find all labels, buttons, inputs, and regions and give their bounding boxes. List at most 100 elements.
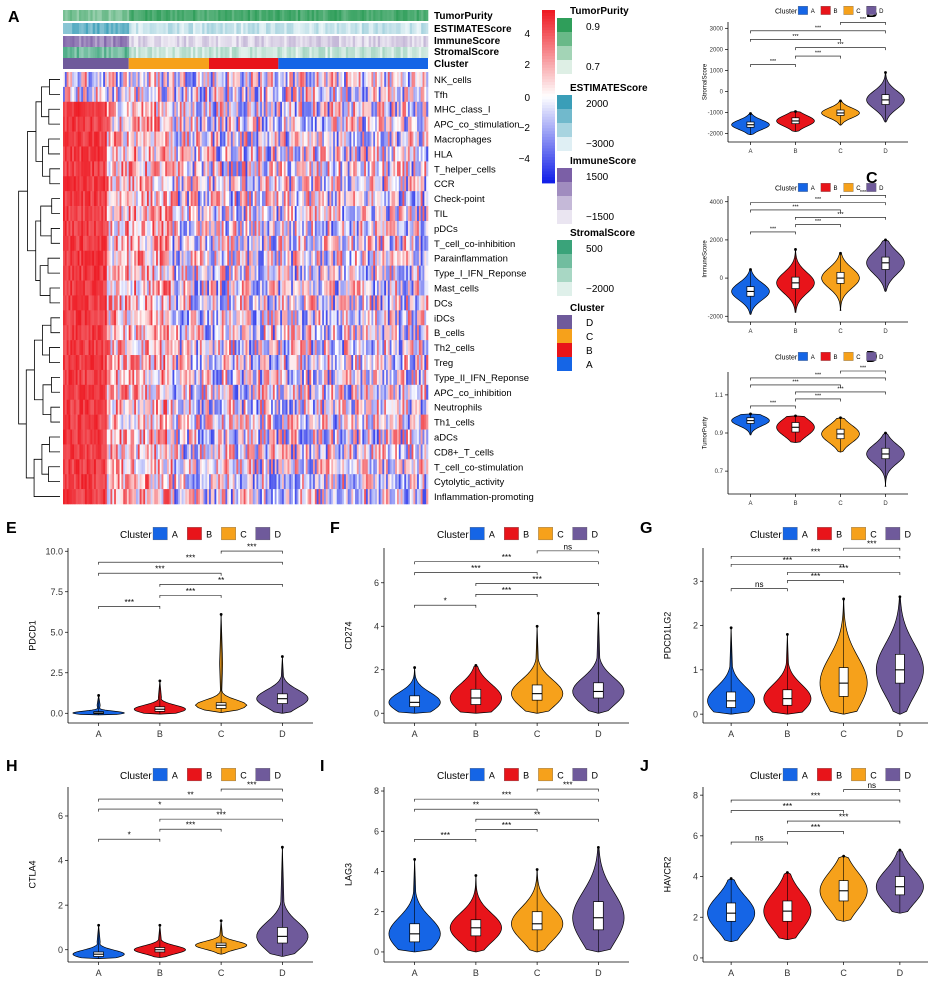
heatmap-cell [201, 355, 204, 371]
heatmap-cell [157, 206, 161, 222]
annotation-cell [327, 23, 331, 34]
heatmap-cell [409, 116, 412, 132]
heatmap-cell [364, 176, 367, 192]
heatmap-cell [123, 116, 126, 132]
heatmap-cell [181, 72, 184, 88]
heatmap-cell [404, 355, 407, 371]
heatmap-cell [314, 146, 317, 162]
heatmap-cell [371, 206, 374, 222]
heatmap-cell [249, 325, 252, 341]
panel-label-j: J [640, 758, 649, 775]
heatmap-cell [274, 206, 277, 222]
heatmap-cell [103, 206, 106, 222]
heatmap-cell [112, 131, 115, 147]
heatmap-cell [128, 340, 131, 356]
heatmap-cell [249, 280, 252, 296]
heatmap-cell [247, 235, 250, 252]
heatmap-cell [298, 206, 301, 222]
heatmap-cell [230, 384, 234, 401]
heatmap-cell [95, 295, 98, 311]
heatmap-cell [203, 384, 206, 401]
annotation-cell [133, 23, 137, 34]
heatmap-cell [219, 191, 223, 207]
heatmap-cell [210, 235, 213, 252]
heatmap-cell [75, 325, 78, 341]
annotation-cell [154, 47, 157, 58]
heatmap-cell [320, 355, 323, 371]
heatmap-cell [139, 86, 142, 103]
heatmap-cell [196, 340, 199, 356]
heatmap-cell [250, 295, 254, 311]
heatmap-cell [323, 250, 327, 266]
annotation-cell [174, 23, 178, 34]
heatmap-cell [63, 355, 66, 371]
annotation-cell [190, 23, 194, 34]
heatmap-cell [165, 235, 168, 252]
heatmap-cell [261, 86, 265, 103]
heatmap-cell [387, 280, 390, 296]
heatmap-cell [150, 176, 153, 192]
heatmap-cell [294, 176, 297, 192]
heatmap-cell [119, 146, 122, 162]
annotation-cell [252, 23, 255, 34]
heatmap-cell [389, 265, 392, 281]
heatmap-cell [79, 235, 82, 252]
heatmap-cell [156, 146, 159, 162]
panel-label-g: G [640, 520, 652, 537]
heatmap-cell [238, 72, 241, 88]
heatmap-cell [114, 265, 117, 281]
heatmap-cell [198, 116, 201, 132]
heatmap-cell [125, 191, 128, 207]
heatmap-cell [406, 161, 409, 177]
heatmap-cell [163, 131, 166, 147]
heatmap-cell [267, 355, 270, 371]
heatmap-cell [263, 131, 266, 147]
heatmap-cell [260, 101, 263, 117]
cluster-block-d [63, 58, 129, 69]
heatmap-cell [400, 206, 403, 222]
heatmap-cell [347, 310, 350, 326]
heatmap-cell [340, 220, 343, 237]
heatmap-cell [369, 280, 372, 296]
heatmap-cell [198, 206, 201, 222]
heatmap-cell [269, 101, 272, 117]
heatmap-cell [241, 206, 244, 222]
heatmap-cell [240, 176, 243, 192]
annotation-cell [282, 36, 285, 47]
heatmap-cell [398, 116, 401, 132]
heatmap-cell [402, 265, 405, 281]
heatmap-cell [353, 191, 356, 207]
heatmap-cell [404, 72, 407, 88]
heatmap-cell [95, 369, 98, 386]
heatmap-cell [322, 176, 325, 192]
heatmap-cell [376, 220, 380, 237]
heatmap-cell [75, 101, 78, 117]
annotation-cell [174, 36, 178, 47]
heatmap-cell [334, 146, 338, 162]
annotation-cell [368, 23, 372, 34]
heatmap-cell [287, 295, 290, 311]
heatmap-cell [280, 220, 283, 237]
heatmap-cell [103, 325, 106, 341]
heatmap-cell [152, 265, 155, 281]
heatmap-cell [181, 146, 184, 162]
heatmap-cell [227, 131, 230, 147]
heatmap-cell [64, 72, 67, 88]
heatmap-cell [303, 176, 307, 192]
heatmap-cell [167, 176, 170, 192]
heatmap-cell [338, 310, 341, 326]
cluster-block-a [278, 58, 428, 69]
heatmap-cell [154, 369, 157, 386]
heatmap-cell [342, 146, 345, 162]
heatmap-cell [156, 101, 159, 117]
heatmap-cell [77, 220, 80, 237]
heatmap-cell [400, 176, 403, 192]
annotation-cell [355, 47, 358, 58]
heatmap-cell [389, 295, 392, 311]
heatmap-cell [325, 220, 328, 237]
heatmap-cell [123, 265, 126, 281]
heatmap-cell [338, 369, 341, 386]
heatmap-cell [320, 220, 323, 237]
heatmap-cell [94, 265, 97, 281]
heatmap-cell [94, 191, 97, 207]
